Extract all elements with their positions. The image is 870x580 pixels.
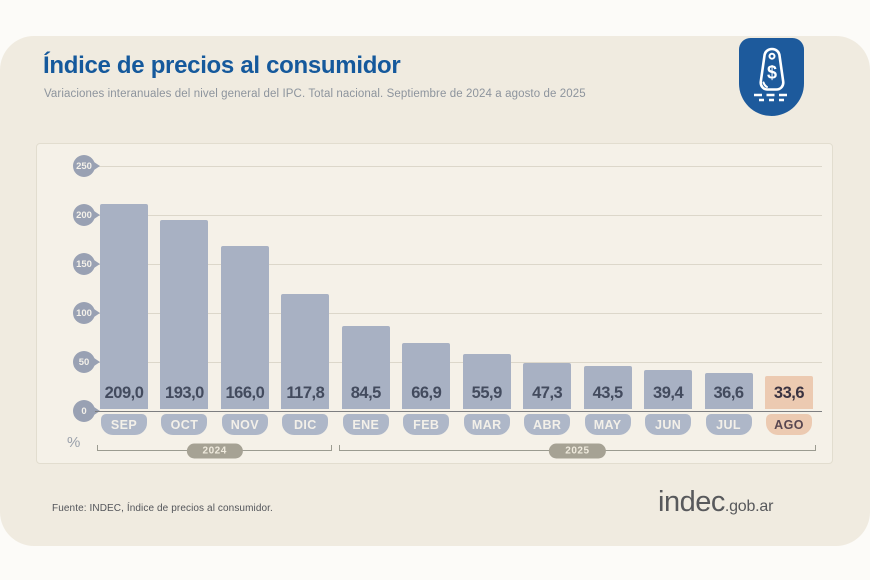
bar-value-label: 47,3 [532,384,563,402]
price-tag-dollar-icon: $ [750,44,794,111]
indec-logo-main: indec [658,486,725,518]
bar-value-label: 33,6 [773,384,805,402]
bar-oct [160,219,209,409]
bar-column: 33,6 AGO [764,144,813,463]
bar-ago [764,376,813,409]
bar-column: 193,0 OCT [160,144,209,463]
year-pill-2025: 2025 [549,443,606,459]
bar-ene [341,326,390,409]
month-label-mar: MAR [463,414,510,435]
bar-abr [523,362,572,409]
bars-row: 209,0 SEP 193,0 OCT 166,0 NOV 117,8 DIC 84,5 ENE 6… [100,144,813,463]
year-bracket-2025: 2025 [338,443,816,459]
month-label-ene: ENE [342,414,389,435]
chart-panel: % 209,0 SEP 193,0 OCT 166,0 NOV 117,8 DIC 84,5 EN… [36,143,833,464]
month-label-jun: JUN [645,414,692,435]
year-pill-2024: 2024 [186,443,243,459]
y-axis-tick-badge: 100 [73,302,100,324]
month-label-nov: NOV [221,414,268,435]
bar-column: 43,5 MAY [583,144,632,463]
svg-text:$: $ [766,62,776,82]
bar-column: 39,4 JUN [644,144,693,463]
y-axis-tick-badge: 200 [73,204,100,226]
gridline [95,313,822,314]
month-label-oct: OCT [161,414,208,435]
gridline [95,166,822,167]
bar-column: 55,9 MAR [462,144,511,463]
bar-dic [281,293,330,409]
plot-area: % 209,0 SEP 193,0 OCT 166,0 NOV 117,8 DIC 84,5 EN… [37,144,832,463]
bar-value-label: 36,6 [713,384,744,402]
bar-column: 166,0 NOV [220,144,269,463]
y-axis-tick-badge: 250 [73,155,100,177]
source-note: Fuente: INDEC, Índice de precios al cons… [52,503,273,514]
y-axis-unit-label: % [67,434,81,451]
bar-column: 84,5 ENE [341,144,390,463]
bar-value-label: 166,0 [225,384,265,402]
bar-value-label: 117,8 [286,384,325,402]
indec-logo-suffix: .gob.ar [724,498,774,515]
page-title: Índice de precios al consumidor [43,52,401,79]
bar-column: 66,9 FEB [402,144,451,463]
indec-logo: indec.gob.ar [658,486,773,519]
bar-value-label: 209,0 [104,384,144,402]
bar-column: 47,3 ABR [523,144,572,463]
x-axis-baseline [95,411,822,412]
bar-value-label: 39,4 [653,384,684,402]
month-label-jul: JUL [705,414,752,435]
month-label-may: MAY [584,414,631,435]
year-bracket-2024: 2024 [97,443,333,459]
gridline [95,264,822,265]
month-label-dic: DIC [282,414,329,435]
bar-jun [644,370,693,409]
bar-column: 36,6 JUL [704,144,753,463]
page-subtitle: Variaciones interanuales del nivel gener… [44,88,586,100]
bar-value-label: 55,9 [471,384,503,402]
y-axis-tick-badge: 0 [73,400,100,422]
bar-value-label: 66,9 [411,384,442,402]
gridline [95,362,822,363]
price-tag-badge: $ [739,38,804,116]
month-label-ago: AGO [765,414,812,435]
month-label-feb: FEB [403,414,450,435]
bar-nov [220,246,269,409]
bar-value-label: 193,0 [165,384,204,402]
bar-sep [100,204,148,409]
bar-may [583,366,632,409]
month-label-abr: ABR [524,414,571,435]
bar-value-label: 84,5 [350,384,382,402]
y-axis-tick-badge: 50 [73,351,100,373]
bar-column: 117,8 DIC [281,144,330,463]
bar-value-label: 43,5 [592,384,624,402]
bar-mar [462,354,511,409]
month-label-sep: SEP [101,414,147,435]
y-axis-tick-badge: 150 [73,253,100,275]
gridline [95,215,822,216]
bar-jul [704,373,753,409]
bar-column: 209,0 SEP [100,144,148,463]
bar-feb [402,343,451,409]
